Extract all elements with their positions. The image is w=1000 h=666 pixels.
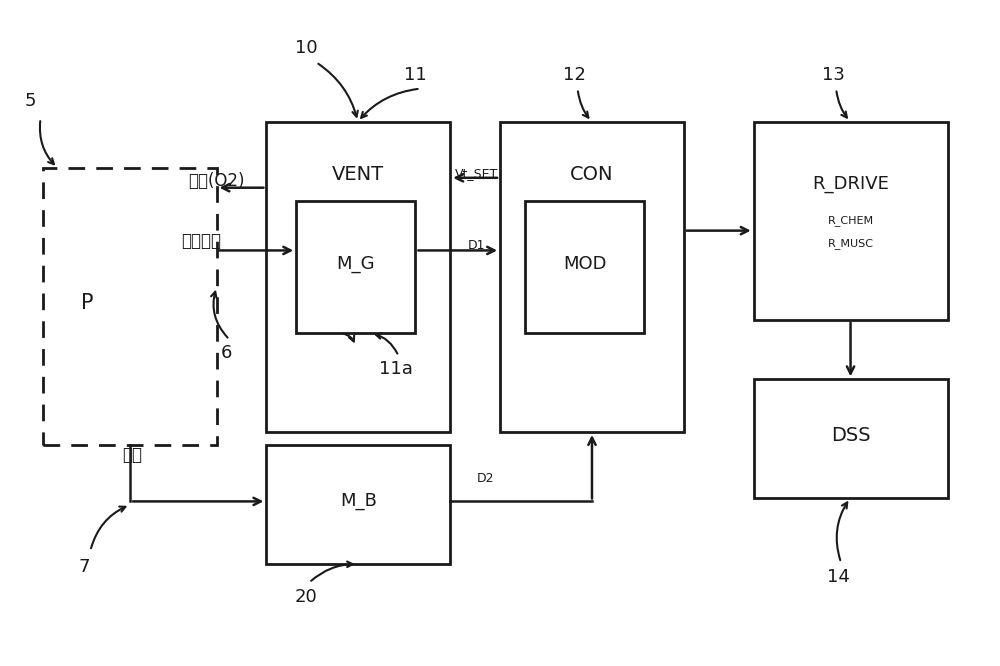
Text: 血液: 血液	[122, 446, 142, 464]
Bar	[525, 201, 644, 333]
Text: 20: 20	[295, 588, 317, 606]
Text: R_DRIVE: R_DRIVE	[812, 175, 889, 193]
Bar	[266, 122, 450, 432]
Bar	[754, 379, 948, 498]
Text: 12: 12	[563, 67, 586, 85]
Text: 呼出空气: 呼出空气	[182, 232, 222, 250]
Text: 11: 11	[404, 67, 427, 85]
Bar	[500, 122, 684, 432]
Text: 7: 7	[79, 559, 90, 577]
Bar	[296, 201, 415, 333]
Text: CON: CON	[570, 165, 614, 184]
Text: VENT: VENT	[332, 165, 384, 184]
Text: 14: 14	[827, 568, 850, 586]
Text: DSS: DSS	[831, 426, 870, 445]
Text: MOD: MOD	[563, 254, 606, 272]
Text: M_G: M_G	[337, 254, 375, 272]
Text: Vt_SET: Vt_SET	[455, 166, 498, 180]
Text: R_CHEM: R_CHEM	[827, 215, 874, 226]
Text: 空气(O2): 空气(O2)	[188, 172, 245, 190]
Text: 10: 10	[295, 39, 317, 57]
Text: D2: D2	[476, 472, 494, 485]
Bar	[266, 446, 450, 564]
Text: 11a: 11a	[379, 360, 413, 378]
Text: P: P	[81, 293, 94, 313]
Text: R_MUSC: R_MUSC	[828, 238, 874, 249]
Text: D1: D1	[467, 239, 485, 252]
Text: M_B: M_B	[340, 492, 377, 510]
Text: 13: 13	[822, 67, 845, 85]
Text: 5: 5	[25, 91, 36, 109]
Bar	[754, 122, 948, 320]
Text: 6: 6	[221, 344, 232, 362]
Bar	[43, 168, 217, 446]
